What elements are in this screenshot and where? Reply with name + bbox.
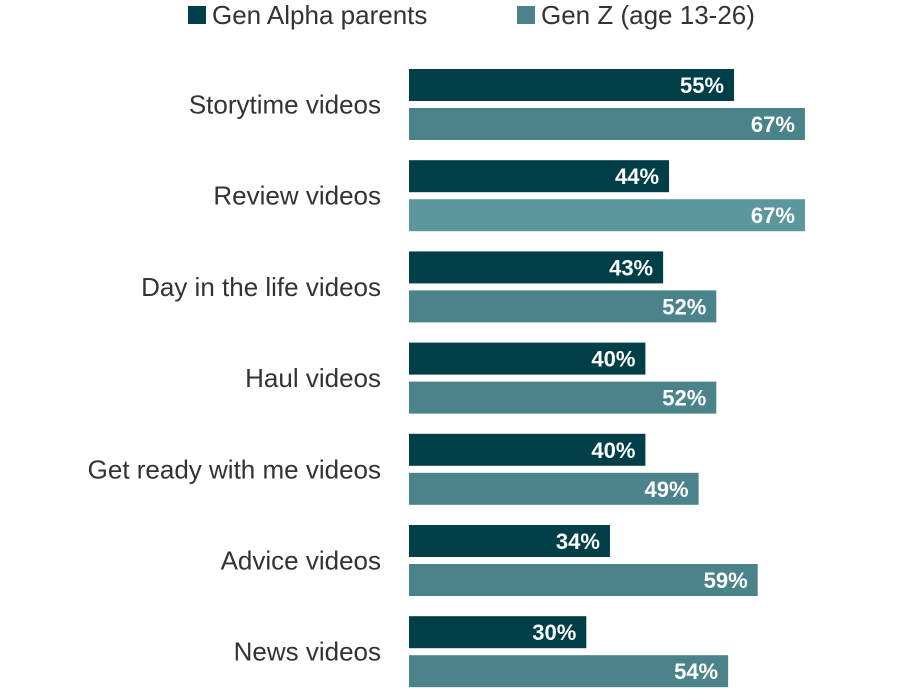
category-label: Get ready with me videos	[88, 454, 381, 484]
bar-value-label: 54%	[674, 659, 718, 684]
bar-value-label: 40%	[591, 438, 635, 463]
bar-gen-alpha-parents	[409, 433, 646, 466]
bar-gen-z	[409, 472, 699, 505]
bar-gen-alpha-parents	[409, 69, 735, 101]
bar-gen-alpha-parents	[409, 342, 646, 375]
bar-gen-z	[409, 290, 717, 323]
bar-value-label: 44%	[615, 164, 659, 189]
category-label: Storytime videos	[189, 90, 381, 120]
category-label: Haul videos	[245, 363, 381, 393]
bars	[409, 69, 805, 688]
bar-value-label: 43%	[609, 255, 653, 280]
bar-value-label: 30%	[532, 620, 576, 645]
bar-gen-z	[409, 564, 758, 596]
bar-gen-alpha-parents	[409, 616, 587, 649]
bar-gen-z	[409, 108, 805, 140]
bar-value-label: 59%	[704, 568, 748, 593]
legend-label-2: Gen Z (age 13-26)	[541, 0, 755, 30]
bar-gen-alpha-parents	[409, 525, 610, 557]
bar-gen-alpha-parents	[409, 160, 670, 193]
bar-value-label: 67%	[751, 112, 795, 137]
category-labels: Storytime videos Review videos Day in the …	[88, 90, 381, 667]
legend: Gen Alpha parents Gen Z (age 13-26)	[188, 0, 755, 30]
legend-swatch-1	[188, 6, 206, 24]
bar-value-label: 67%	[751, 203, 795, 228]
category-label: News videos	[234, 637, 381, 667]
bar-value-label: 49%	[645, 477, 689, 502]
bar-value-label: 52%	[662, 386, 706, 411]
legend-label-1: Gen Alpha parents	[212, 0, 427, 30]
legend-swatch-2	[517, 6, 535, 24]
bar-value-label: 34%	[556, 529, 600, 554]
category-label: Review videos	[213, 181, 381, 211]
category-label: Advice videos	[221, 546, 381, 576]
bar-gen-z	[409, 381, 717, 414]
bar-value-label: 52%	[662, 294, 706, 319]
bar-gen-z	[409, 655, 729, 688]
bar-value-labels: 55% 67% 44% 67% 43% 52% 40% 52% 40% 49% 34% 59% 30% 5…	[532, 73, 795, 684]
bar-gen-z	[409, 199, 805, 232]
category-label: Day in the life videos	[141, 272, 381, 302]
bar-value-label: 40%	[591, 347, 635, 372]
bar-value-label: 55%	[680, 73, 724, 98]
bar-gen-alpha-parents	[409, 251, 664, 284]
